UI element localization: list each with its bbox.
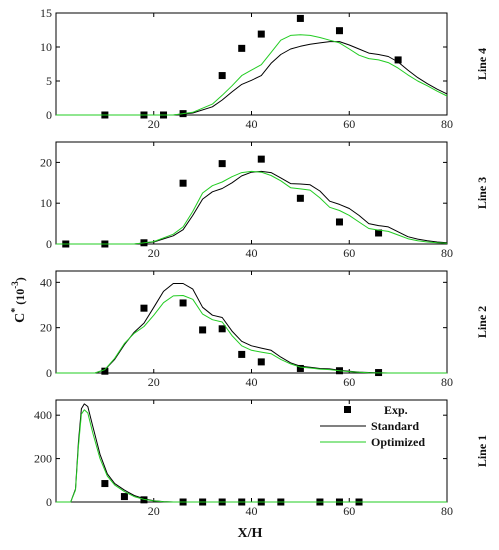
exp-data-point — [335, 218, 343, 226]
series-line-standard — [56, 283, 447, 374]
exp-data-point — [296, 364, 304, 372]
exp-data-point — [238, 44, 246, 52]
y-tick-label: 40 — [40, 275, 52, 289]
x-tick-label: 40 — [246, 375, 258, 389]
panel-label: Line 3 — [475, 177, 489, 209]
exp-data-point — [120, 493, 128, 501]
x-tick-label: 20 — [148, 117, 160, 131]
exp-data-point — [218, 325, 226, 333]
y-axis-label-sup: * — [10, 308, 21, 313]
exp-data-point — [257, 358, 265, 366]
y-axis-label: C* (10-3) — [10, 277, 28, 323]
exp-data-point — [179, 179, 187, 187]
x-tick-label: 40 — [246, 504, 258, 518]
y-tick-label: 0 — [46, 366, 52, 380]
panel-1: 20 40 60 80 0 5 10 15 Line 4 — [40, 6, 489, 131]
x-tick-label: 60 — [343, 117, 355, 131]
x-tick-label: 20 — [148, 375, 160, 389]
legend-standard-label: Standard — [371, 419, 419, 433]
y-tick-label: 10 — [40, 40, 52, 54]
exp-data-point — [179, 299, 187, 307]
y-tick-label: 5 — [46, 74, 52, 88]
panel-4: 20 40 60 80 0 200 400 Line 1 — [34, 399, 489, 518]
exp-data-point — [101, 367, 109, 375]
panel-label: Line 2 — [475, 306, 489, 338]
x-tick-label: 60 — [343, 504, 355, 518]
x-tick-label: 60 — [343, 375, 355, 389]
y-tick-label: 20 — [40, 321, 52, 335]
legend-optimized-label: Optimized — [371, 435, 425, 449]
exp-data-point — [218, 160, 226, 168]
panel-label: Line 1 — [475, 435, 489, 467]
series-line-optimized — [56, 34, 448, 116]
y-tick-label: 10 — [40, 196, 52, 210]
y-tick-label: 200 — [34, 452, 52, 466]
legend-exp-label: Exp. — [384, 403, 408, 417]
exp-data-point — [101, 480, 109, 488]
y-tick-label: 0 — [46, 495, 52, 509]
y-axis-label-unit-exp: -3 — [10, 281, 20, 289]
x-tick-label: 60 — [343, 246, 355, 260]
series-line-standard — [56, 170, 448, 245]
y-tick-label: 15 — [40, 6, 52, 20]
exp-data-point — [257, 30, 265, 38]
x-axis-label: X/H — [238, 526, 263, 541]
y-tick-label: 400 — [34, 408, 52, 422]
panel-3: 20 40 60 80 0 20 40 Line 2 — [40, 270, 489, 389]
x-tick-label: 20 — [148, 504, 160, 518]
series-line-optimized — [56, 409, 447, 503]
y-tick-label: 0 — [46, 108, 52, 122]
legend: Exp. Standard Optimized — [320, 403, 425, 449]
exp-data-point — [238, 350, 246, 358]
x-tick-label: 40 — [246, 246, 258, 260]
exp-data-point — [199, 326, 207, 334]
x-tick-label: 80 — [441, 504, 453, 518]
x-tick-label: 80 — [441, 117, 453, 131]
panel-label: Line 4 — [475, 48, 489, 80]
exp-data-point — [257, 155, 265, 163]
y-tick-label: 20 — [40, 155, 52, 169]
panel-2: 20 40 60 80 0 10 20 Line 3 — [40, 141, 489, 260]
exp-data-point — [375, 229, 383, 237]
exp-data-point — [335, 27, 343, 35]
y-axis-label-main: C — [13, 313, 28, 323]
y-tick-label: 0 — [46, 237, 52, 251]
exp-data-point — [218, 72, 226, 80]
x-tick-label: 80 — [441, 246, 453, 260]
series-line-optimized — [56, 170, 448, 245]
y-axis-label-unit-close: ) — [13, 277, 27, 281]
exp-data-point — [296, 14, 304, 22]
exp-data-point — [296, 194, 304, 202]
x-tick-label: 80 — [441, 375, 453, 389]
exp-data-point — [394, 56, 402, 64]
x-tick-label: 20 — [148, 246, 160, 260]
series-line-standard — [56, 41, 448, 116]
panel-frame — [55, 141, 448, 245]
y-axis-label-unit-open: (10 — [13, 289, 27, 308]
x-tick-label: 40 — [246, 117, 258, 131]
panel-frame — [55, 12, 448, 116]
exp-data-point — [140, 304, 148, 312]
legend-exp-marker — [344, 406, 351, 413]
series-line-optimized — [56, 295, 447, 374]
